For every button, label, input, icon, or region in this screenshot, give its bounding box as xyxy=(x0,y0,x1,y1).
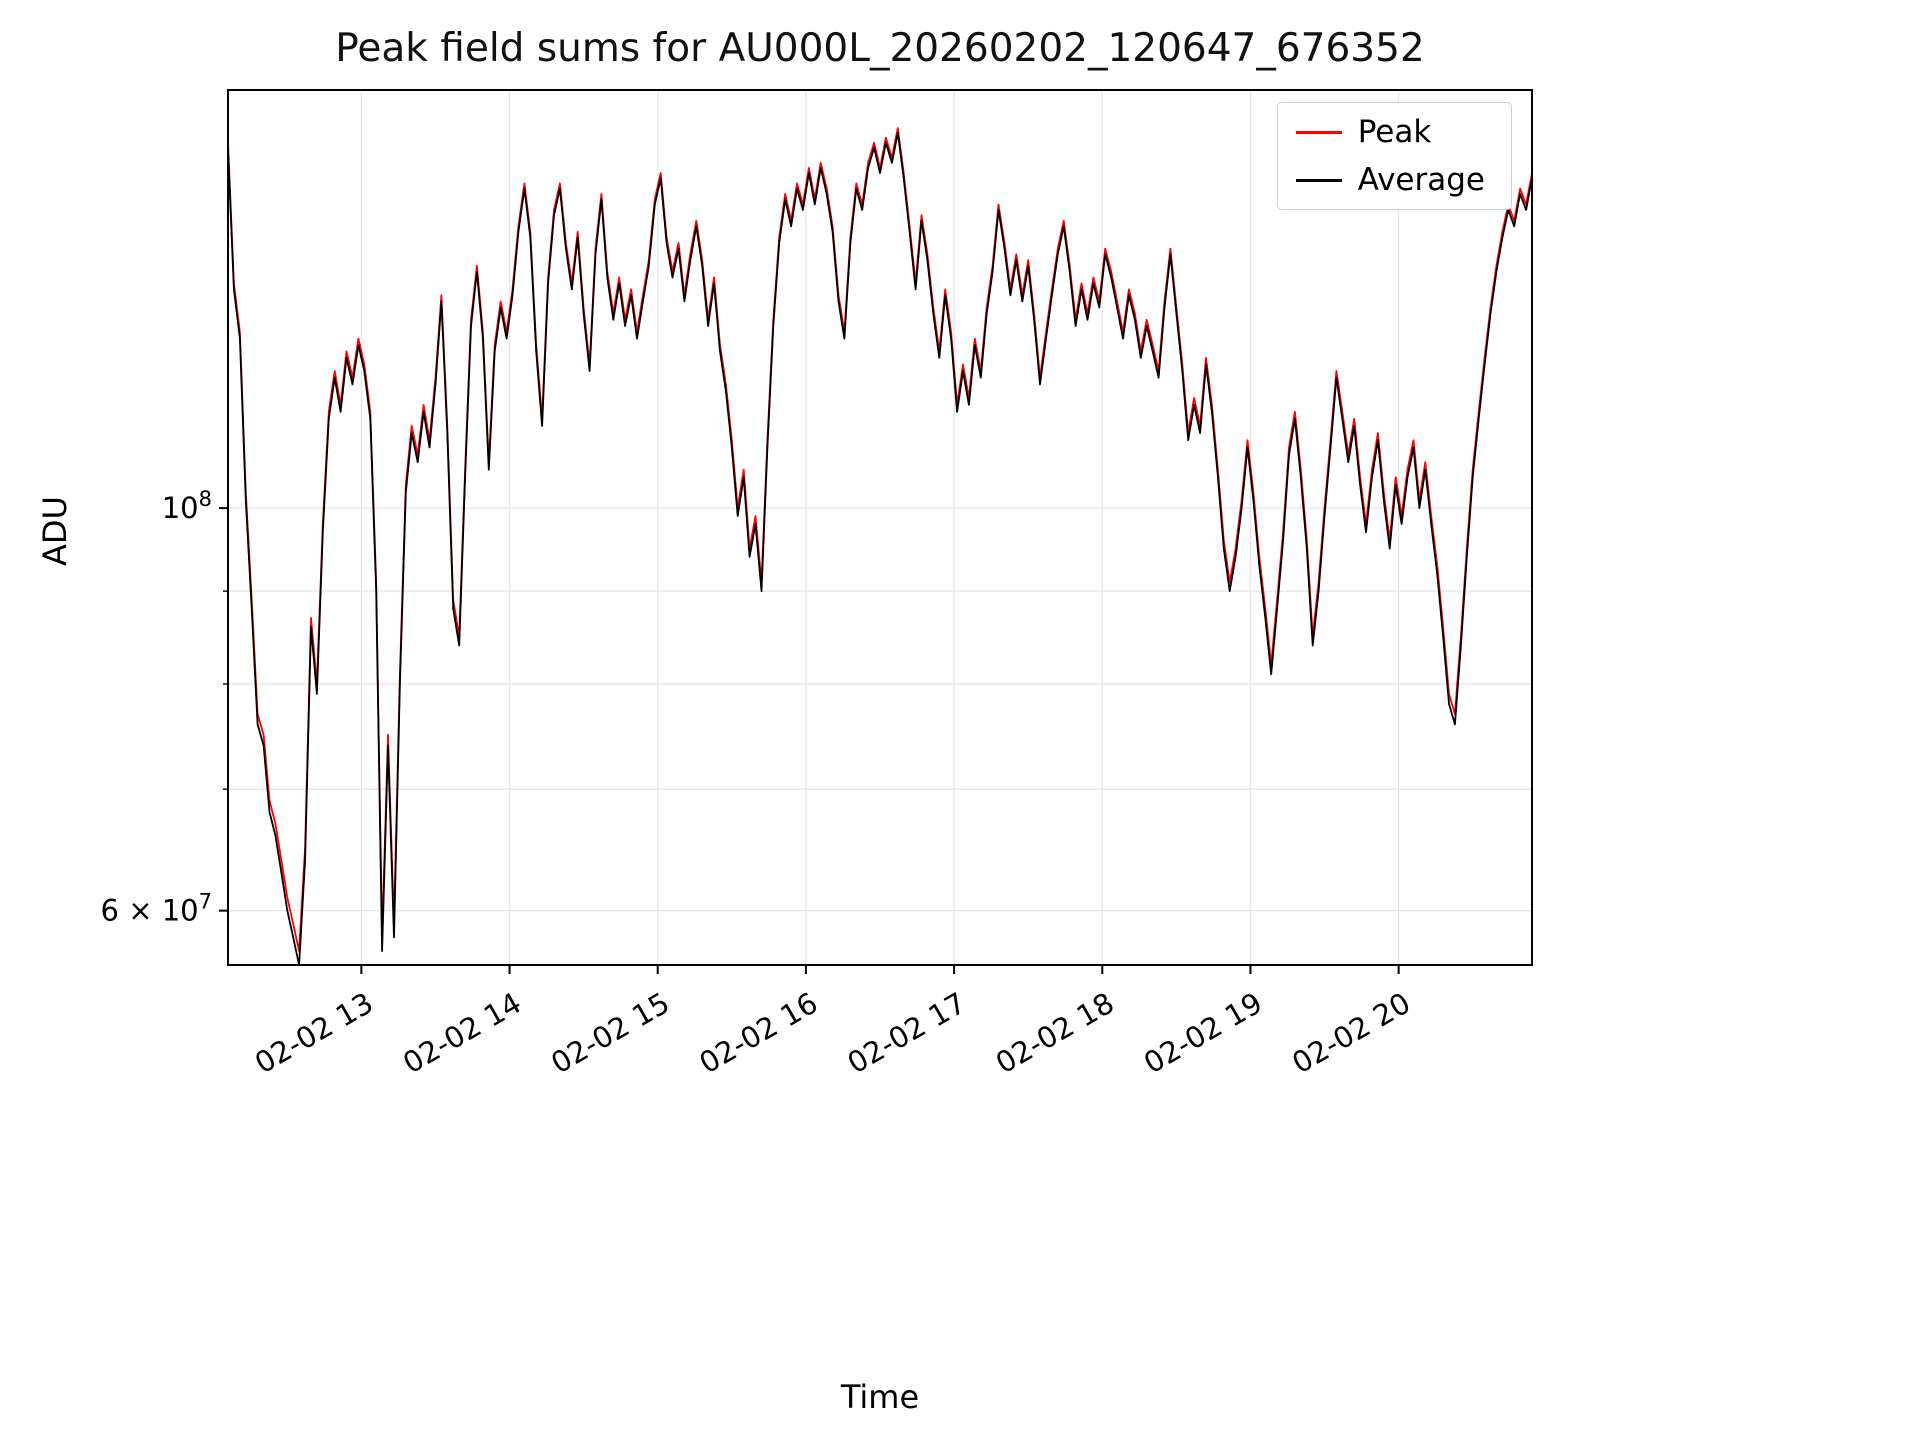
legend-swatch-peak-line xyxy=(1295,130,1342,134)
legend-entry-average: Average xyxy=(1295,162,1485,199)
y-tick-label: 6 × 107 xyxy=(101,890,212,928)
series-average-line xyxy=(227,131,1533,966)
x-axis-label: Time xyxy=(840,1378,920,1416)
plot-border xyxy=(227,89,1533,966)
x-tick-label: 02-02 20 xyxy=(1286,986,1416,1081)
legend-label-peak: Peak xyxy=(1357,114,1432,150)
y-axis-ticks: 108 6 × 107 xyxy=(101,487,228,928)
legend: Peak Average xyxy=(1276,102,1512,211)
x-tick-label: 02-02 14 xyxy=(397,986,527,1081)
x-tick-label: 02-02 13 xyxy=(249,986,379,1081)
x-axis-ticks: 02-02 13 02-02 14 02-02 15 02-02 16 02-02 17… xyxy=(249,965,1416,1080)
x-tick-label: 02-02 16 xyxy=(693,986,823,1081)
chart-title: Peak field sums for AU000L_20260202_1206… xyxy=(335,26,1425,71)
gridlines xyxy=(228,90,1532,965)
legend-entry-peak: Peak xyxy=(1295,114,1485,150)
x-tick-label: 02-02 17 xyxy=(842,986,972,1081)
legend-swatch-average-line xyxy=(1295,178,1342,182)
x-tick-label: 02-02 15 xyxy=(545,986,675,1081)
legend-label-average: Average xyxy=(1357,162,1485,199)
series-peak-line xyxy=(227,127,1533,952)
x-tick-label: 02-02 18 xyxy=(990,986,1120,1081)
y-tick-label: 108 xyxy=(162,487,212,525)
x-tick-label: 02-02 19 xyxy=(1138,986,1268,1081)
y-axis-label: ADU xyxy=(36,496,74,566)
